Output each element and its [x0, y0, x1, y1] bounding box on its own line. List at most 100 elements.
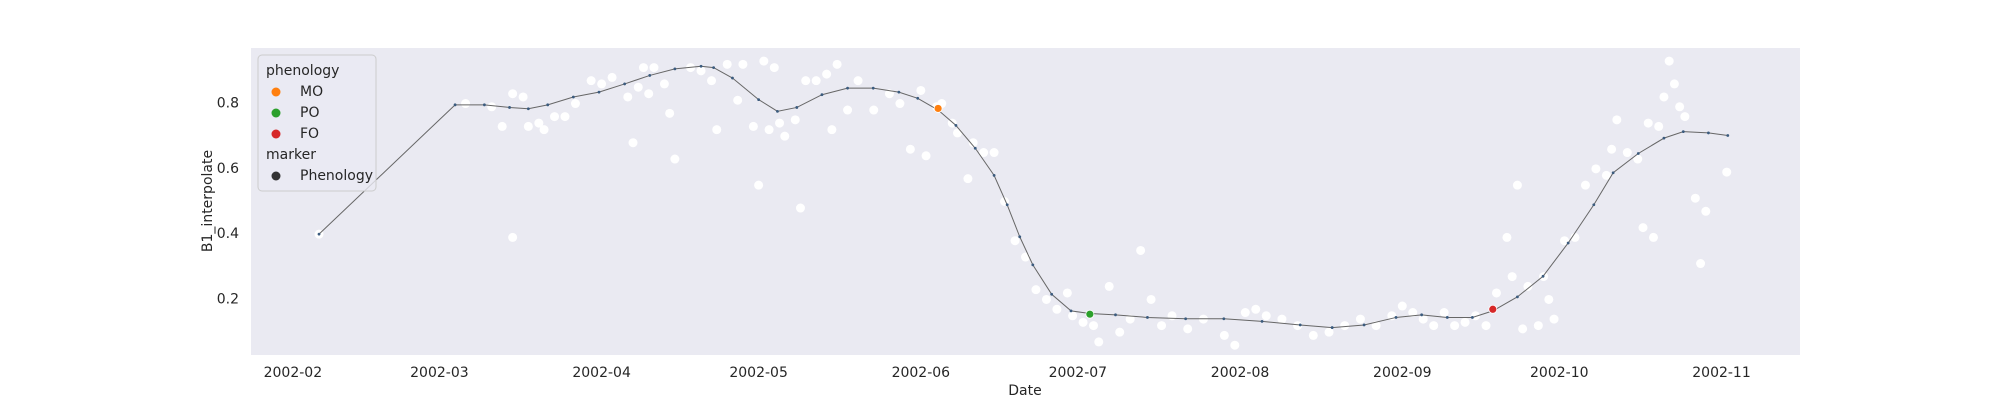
observation-point — [1549, 314, 1559, 324]
observation-point — [1512, 180, 1522, 190]
interpolation-dot — [546, 103, 550, 107]
interpolation-dot — [1031, 263, 1035, 267]
interpolation-dot — [846, 86, 849, 90]
observation-point — [790, 115, 800, 125]
interpolation-dot — [453, 103, 457, 107]
observation-point — [1622, 148, 1632, 158]
observation-point — [1062, 288, 1072, 298]
observation-point — [1491, 288, 1501, 298]
interpolation-dot — [871, 86, 875, 90]
legend-box — [257, 54, 377, 192]
interpolation-dot — [757, 98, 761, 102]
observation-point — [1664, 56, 1674, 66]
interpolation-dot — [1662, 136, 1666, 140]
observation-point — [795, 203, 805, 213]
interpolation-dot — [897, 90, 901, 94]
interpolation-dot — [317, 232, 321, 236]
observation-point — [811, 76, 821, 86]
observation-point — [968, 138, 978, 148]
observation-point — [1078, 317, 1088, 327]
observation-point — [1560, 236, 1570, 246]
observation-point — [1518, 324, 1528, 334]
legend-label: MO — [300, 84, 323, 100]
interpolation-dot — [1420, 313, 1424, 317]
interpolation-dot — [1681, 130, 1685, 134]
observation-point — [1277, 314, 1287, 324]
y-tick-label: 0.6 — [217, 161, 239, 177]
observation-point — [1251, 304, 1261, 314]
observation-point — [508, 232, 518, 242]
observation-point — [1408, 308, 1418, 318]
x-tick-label: 2002-04 — [572, 365, 631, 381]
interpolation-dot — [1541, 274, 1545, 278]
interpolation-dot — [1184, 317, 1188, 321]
observation-point — [1659, 92, 1669, 102]
observation-point — [534, 118, 544, 128]
observation-point — [1591, 164, 1601, 174]
interpolation-dot — [508, 106, 511, 109]
observation-point — [733, 95, 743, 105]
observation-point — [1607, 144, 1617, 154]
observation-point — [748, 121, 758, 131]
x-tick-label: 2002-11 — [1692, 365, 1751, 381]
observation-point — [1701, 206, 1711, 216]
observation-point — [1115, 327, 1125, 337]
interpolation-dot — [623, 82, 627, 86]
x-tick-label: 2002-02 — [264, 365, 323, 381]
interpolation-dot — [954, 124, 958, 127]
interpolation-dot — [1050, 292, 1054, 296]
observation-point — [738, 59, 748, 69]
observation-point — [1089, 321, 1099, 331]
x-tick-label: 2002-10 — [1530, 365, 1589, 381]
x-axis-label: Date — [1008, 383, 1041, 399]
observation-point — [979, 148, 989, 158]
legend-label: Phenology — [300, 168, 373, 184]
observation-point — [1183, 324, 1193, 334]
observation-point — [1675, 102, 1685, 112]
observation-point — [754, 180, 764, 190]
x-tick-label: 2002-09 — [1373, 365, 1432, 381]
interpolation-dot — [1260, 319, 1264, 323]
observation-point — [487, 102, 497, 112]
observation-point — [1502, 232, 1512, 242]
observation-point — [775, 118, 785, 128]
interpolation-dot — [1707, 131, 1710, 135]
observation-point — [916, 85, 926, 95]
x-tick-label: 2002-03 — [410, 365, 469, 381]
observation-point — [1068, 311, 1078, 321]
legend-title: phenology — [266, 63, 339, 79]
interpolation-dot — [712, 66, 716, 69]
observation-point — [1010, 236, 1020, 246]
interpolation-dot — [973, 146, 977, 150]
x-tick-label: 2002-07 — [1049, 365, 1108, 381]
interpolation-dot — [1114, 313, 1117, 317]
interpolation-dot — [1516, 295, 1519, 299]
observation-point — [822, 69, 832, 79]
observation-point — [665, 108, 675, 118]
observation-point — [523, 121, 533, 131]
interpolation-dot — [1298, 323, 1302, 327]
observation-point — [1460, 317, 1470, 327]
observation-point — [638, 63, 648, 73]
observation-point — [963, 174, 973, 184]
observation-point — [712, 125, 722, 135]
interpolation-dot — [1222, 317, 1226, 321]
interpolation-dot — [1726, 134, 1730, 137]
observation-point — [780, 131, 790, 141]
observation-point — [905, 144, 915, 154]
interpolation-dot — [526, 107, 530, 111]
interpolation-dot — [916, 96, 920, 100]
interpolation-dot — [1069, 309, 1073, 313]
phenology-point — [933, 104, 943, 113]
legend-swatch — [271, 129, 281, 139]
observation-point — [921, 151, 931, 161]
interpolation-dot — [1611, 171, 1615, 175]
observation-point — [1146, 294, 1156, 304]
interpolation-dot — [648, 74, 652, 77]
observation-point — [670, 154, 680, 164]
observation-point — [869, 105, 879, 115]
observation-point — [1654, 121, 1664, 131]
phenology-point — [1488, 304, 1498, 314]
observation-point — [1601, 170, 1611, 180]
interpolation-dot — [1566, 241, 1570, 245]
